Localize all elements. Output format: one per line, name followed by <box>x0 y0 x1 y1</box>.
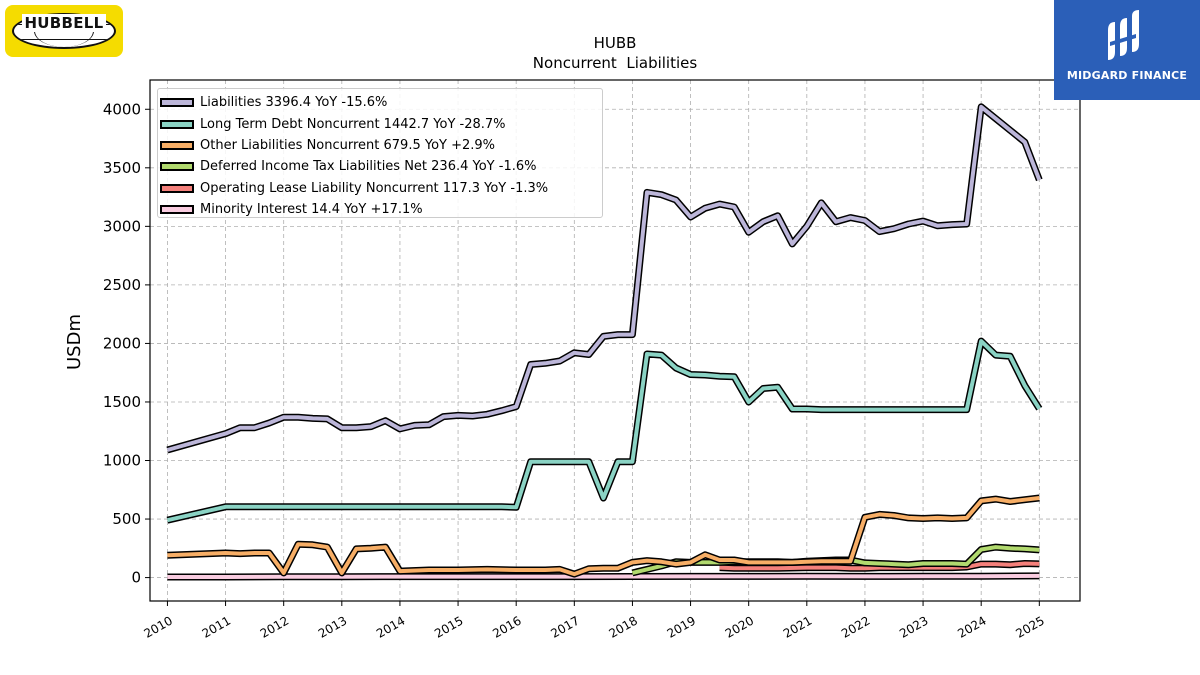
x-tick-label: 2013 <box>316 613 349 640</box>
x-tick-label: 2011 <box>200 613 233 640</box>
legend-label: Liabilities 3396.4 YoY -15.6% <box>200 95 388 111</box>
midgard-logo-text: MIDGARD FINANCE <box>1066 69 1188 82</box>
x-tick-label: 2021 <box>781 613 814 640</box>
x-tick-label: 2014 <box>374 613 407 640</box>
x-tick-label: 2018 <box>606 613 639 640</box>
plot-series <box>166 103 1043 581</box>
y-tick-label: 2500 <box>103 276 141 294</box>
midgard-finance-logo: MIDGARD FINANCE <box>1054 0 1200 100</box>
y-tick-label: 0 <box>131 569 141 587</box>
y-tick-label: 3500 <box>103 159 141 177</box>
y-tick-label: 3000 <box>103 217 141 235</box>
chart-legend: Liabilities 3396.4 YoY -15.6% Long Term D… <box>157 88 603 218</box>
x-tick-label: 2012 <box>258 613 291 640</box>
y-tick-label: 2000 <box>103 334 141 352</box>
x-tick-label: 2019 <box>665 613 698 640</box>
hubbell-logo-text: HUBBELL <box>22 14 106 32</box>
y-tick-label: 1500 <box>103 393 141 411</box>
x-axis-ticks: 2010 2011 2012 2013 2014 2015 2016 2017 2018 2019… <box>141 601 1047 641</box>
hubbell-logo: HUBBELL <box>5 5 123 57</box>
legend-item: Liabilities 3396.4 YoY -15.6% <box>158 92 602 113</box>
x-tick-label: 2025 <box>1013 613 1046 640</box>
legend-label: Deferred Income Tax Liabilities Net 236.… <box>200 159 537 175</box>
series-line <box>166 104 1042 452</box>
chart-subtitle: Noncurrent Liabilities <box>533 54 698 72</box>
series-minority-interest <box>167 572 1040 581</box>
y-axis-ticks: 0 500 1000 1500 2000 2500 3000 3500 4000 <box>103 100 150 587</box>
x-tick-label: 2022 <box>839 613 872 640</box>
legend-swatch <box>160 140 194 150</box>
x-tick-label: 2016 <box>490 613 523 640</box>
y-tick-label: 500 <box>112 510 141 528</box>
plot-frame <box>149 79 1081 602</box>
midgard-emblem-icon <box>1108 10 1139 60</box>
x-tick-label: 2024 <box>955 613 988 640</box>
legend-item: Minority Interest 14.4 YoY +17.1% <box>158 199 602 220</box>
legend-item: Long Term Debt Noncurrent 1442.7 YoY -28… <box>158 113 602 134</box>
x-tick-label: 2023 <box>897 613 930 640</box>
legend-swatch <box>160 183 194 193</box>
series-line <box>167 496 1040 577</box>
series-long-term-debt-noncurrent <box>166 337 1043 524</box>
x-tick-label: 2017 <box>548 613 581 640</box>
series-other-liabilities-noncurrent <box>167 494 1040 578</box>
series-line <box>167 573 1040 579</box>
y-tick-label: 1000 <box>103 452 141 470</box>
legend-label: Other Liabilities Noncurrent 679.5 YoY +… <box>200 137 496 153</box>
legend-swatch <box>160 98 194 108</box>
x-tick-label: 2010 <box>141 613 174 640</box>
series-liabilities <box>166 103 1043 454</box>
legend-swatch <box>160 119 194 129</box>
legend-label: Operating Lease Liability Noncurrent 117… <box>200 180 549 196</box>
y-tick-label: 4000 <box>103 100 141 118</box>
legend-label: Long Term Debt Noncurrent 1442.7 YoY -28… <box>200 116 506 132</box>
legend-item: Other Liabilities Noncurrent 679.5 YoY +… <box>158 135 602 156</box>
legend-item: Deferred Income Tax Liabilities Net 236.… <box>158 156 602 177</box>
x-tick-label: 2020 <box>723 613 756 640</box>
legend-swatch <box>160 162 194 172</box>
legend-label: Minority Interest 14.4 YoY +17.1% <box>200 202 423 218</box>
legend-swatch <box>160 205 194 215</box>
legend-item: Operating Lease Liability Noncurrent 117… <box>158 178 602 199</box>
x-tick-label: 2015 <box>432 613 465 640</box>
y-axis-label: USDm <box>64 314 85 370</box>
chart-title: HUBB <box>594 34 637 52</box>
series-line <box>166 339 1041 523</box>
